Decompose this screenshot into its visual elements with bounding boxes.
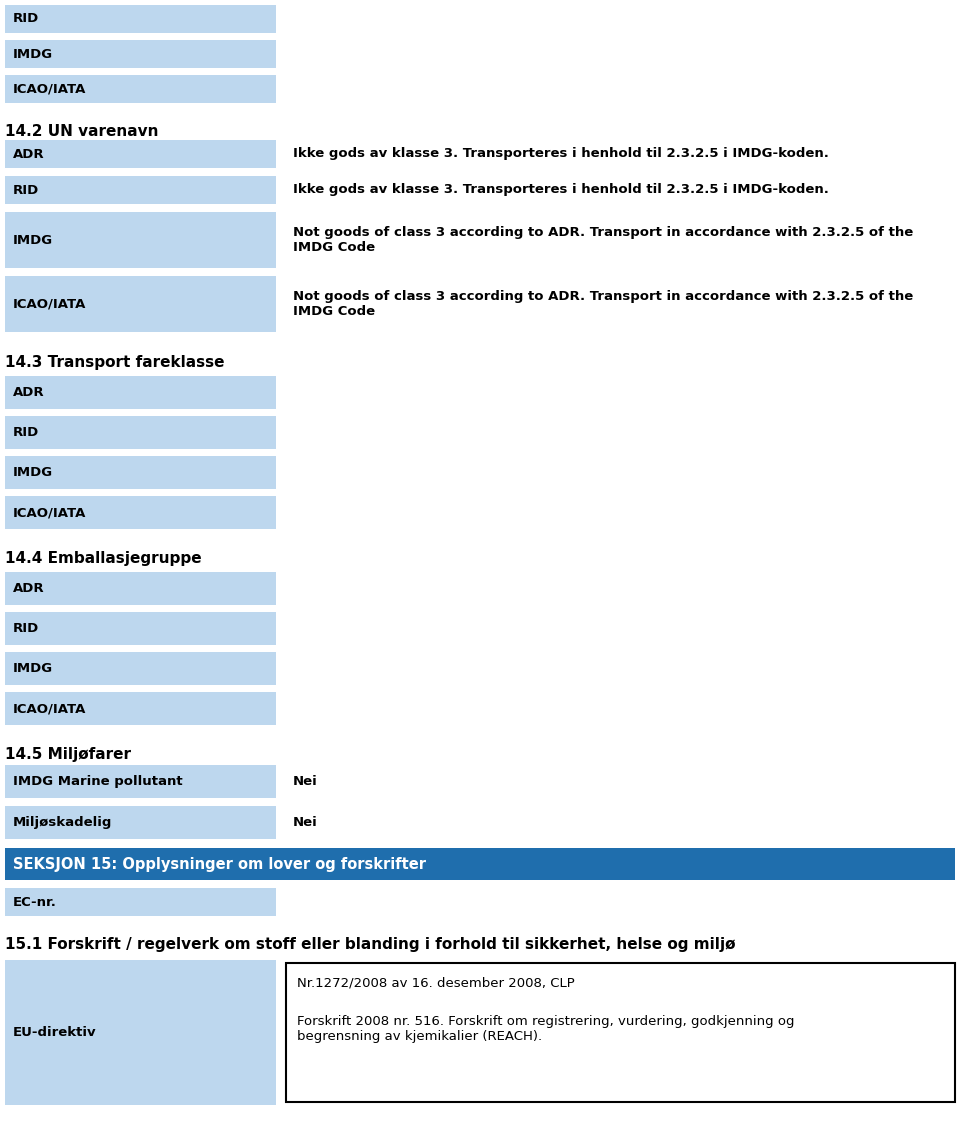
Text: 14.3 Transport fareklasse: 14.3 Transport fareklasse: [5, 355, 225, 370]
Text: IMDG Marine pollutant: IMDG Marine pollutant: [13, 775, 182, 788]
Text: RID: RID: [13, 184, 39, 196]
Text: Nei: Nei: [293, 816, 317, 830]
Text: Miljøskadelig: Miljøskadelig: [13, 816, 112, 830]
Bar: [5, 276, 276, 332]
Text: 15.1 Forskrift / regelverk om stoff eller blanding i forhold til sikkerhet, hels: 15.1 Forskrift / regelverk om stoff elle…: [5, 937, 735, 952]
Bar: [5, 764, 276, 798]
Text: ADR: ADR: [13, 386, 45, 399]
Text: IMDG: IMDG: [13, 466, 53, 479]
Text: SEKSJON 15: Opplysninger om lover og forskrifter: SEKSJON 15: Opplysninger om lover og for…: [13, 857, 426, 872]
Bar: [5, 40, 276, 68]
Text: ICAO/IATA: ICAO/IATA: [13, 702, 86, 715]
Text: IMDG: IMDG: [13, 234, 53, 246]
Text: 14.4 Emballasjegruppe: 14.4 Emballasjegruppe: [5, 550, 202, 566]
Text: 14.2 UN varenavn: 14.2 UN varenavn: [5, 123, 158, 138]
Text: Ikke gods av klasse 3. Transporteres i henhold til 2.3.2.5 i IMDG-koden.: Ikke gods av klasse 3. Transporteres i h…: [293, 184, 828, 196]
Text: Ikke gods av klasse 3. Transporteres i henhold til 2.3.2.5 i IMDG-koden.: Ikke gods av klasse 3. Transporteres i h…: [293, 147, 828, 161]
Bar: [5, 416, 276, 450]
Bar: [5, 572, 276, 605]
Bar: [5, 176, 276, 204]
Bar: [5, 691, 276, 725]
Text: Nr.1272/2008 av 16. desember 2008, CLP: Nr.1272/2008 av 16. desember 2008, CLP: [297, 976, 574, 989]
Text: ICAO/IATA: ICAO/IATA: [13, 82, 86, 96]
Bar: [5, 848, 955, 880]
Bar: [5, 212, 276, 268]
Text: Forskrift 2008 nr. 516. Forskrift om registrering, vurdering, godkjenning og
beg: Forskrift 2008 nr. 516. Forskrift om reg…: [297, 1015, 794, 1043]
Text: RID: RID: [13, 622, 39, 636]
Bar: [5, 612, 276, 645]
Text: EC-nr.: EC-nr.: [13, 896, 57, 908]
Text: Not goods of class 3 according to ADR. Transport in accordance with 2.3.2.5 of t: Not goods of class 3 according to ADR. T…: [293, 290, 913, 318]
Text: EU-direktiv: EU-direktiv: [13, 1026, 97, 1039]
Bar: [5, 5, 276, 33]
Text: ICAO/IATA: ICAO/IATA: [13, 505, 86, 519]
Bar: [5, 960, 276, 1104]
Bar: [5, 456, 276, 489]
Text: ADR: ADR: [13, 147, 45, 161]
Bar: [286, 963, 955, 1102]
Bar: [5, 140, 276, 168]
Bar: [5, 75, 276, 103]
Text: Not goods of class 3 according to ADR. Transport in accordance with 2.3.2.5 of t: Not goods of class 3 according to ADR. T…: [293, 226, 913, 254]
Bar: [5, 496, 276, 529]
Text: IMDG: IMDG: [13, 48, 53, 60]
Text: Nei: Nei: [293, 775, 317, 788]
Text: ICAO/IATA: ICAO/IATA: [13, 298, 86, 310]
Bar: [5, 888, 276, 916]
Bar: [5, 806, 276, 839]
Text: 14.5 Miljøfarer: 14.5 Miljøfarer: [5, 746, 131, 761]
Text: IMDG: IMDG: [13, 662, 53, 675]
Text: ADR: ADR: [13, 582, 45, 594]
Bar: [5, 377, 276, 408]
Text: RID: RID: [13, 426, 39, 439]
Bar: [5, 652, 276, 685]
Text: RID: RID: [13, 13, 39, 25]
